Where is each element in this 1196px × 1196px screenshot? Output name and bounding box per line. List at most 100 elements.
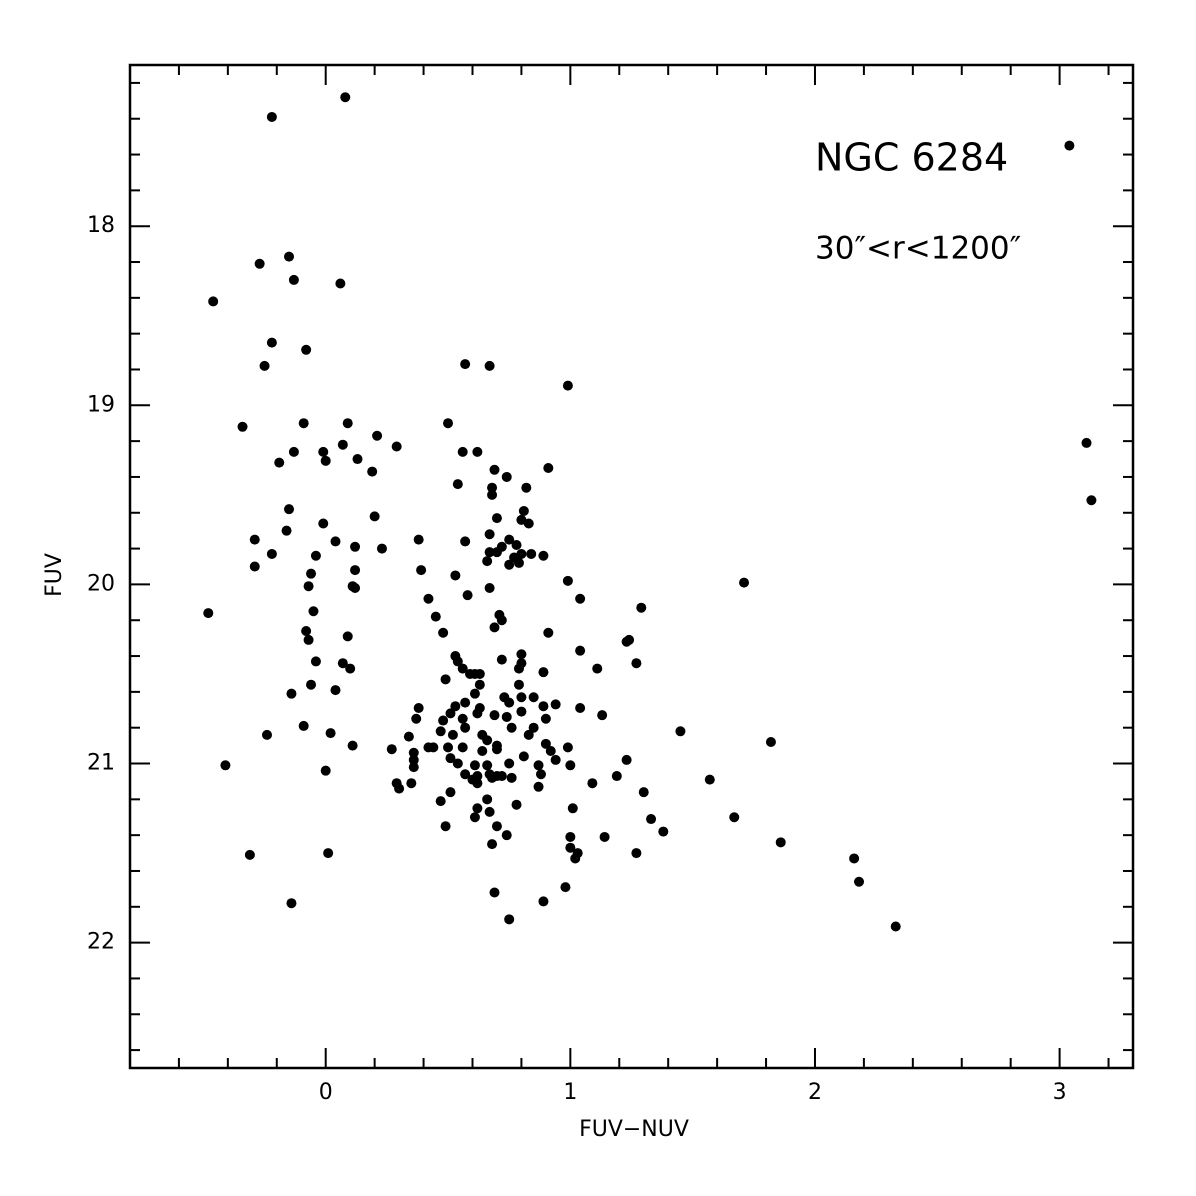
point [496, 654, 507, 665]
point [288, 446, 299, 457]
point [301, 625, 312, 636]
point [587, 778, 598, 789]
point [533, 760, 544, 771]
point [337, 439, 348, 450]
point [540, 738, 551, 749]
point [249, 534, 260, 545]
point [482, 760, 493, 771]
point [462, 590, 473, 601]
point [501, 471, 512, 482]
point [516, 692, 527, 703]
point [310, 550, 321, 561]
point [452, 479, 463, 490]
point [350, 565, 361, 576]
point [298, 418, 309, 429]
point [284, 251, 295, 262]
point [249, 561, 260, 572]
point [504, 697, 515, 708]
point [854, 876, 865, 887]
x-axis-label: FUV−NUV [579, 1117, 689, 1142]
point [430, 611, 441, 622]
point [621, 636, 632, 647]
point [445, 753, 456, 764]
point [550, 699, 561, 710]
point [513, 557, 524, 568]
point [320, 455, 331, 466]
y-axis-label: FUV [42, 553, 67, 597]
point [482, 794, 493, 805]
point [408, 754, 419, 765]
point [489, 464, 500, 475]
point [284, 504, 295, 515]
point [528, 692, 539, 703]
point [621, 754, 632, 765]
point [408, 747, 419, 758]
point [469, 760, 480, 771]
point [450, 701, 461, 712]
point [511, 540, 522, 551]
point [646, 814, 657, 825]
point [208, 296, 219, 307]
point [457, 446, 468, 457]
point [636, 602, 647, 613]
point [308, 606, 319, 617]
point [237, 421, 248, 432]
point [489, 710, 500, 721]
point [506, 722, 517, 733]
point [428, 742, 439, 753]
point [538, 701, 549, 712]
point [469, 688, 480, 699]
point [533, 781, 544, 792]
point [367, 466, 378, 477]
point [543, 462, 554, 473]
point [765, 737, 776, 748]
point [565, 831, 576, 842]
point [484, 582, 495, 593]
point [281, 525, 292, 536]
point [550, 754, 561, 765]
point [518, 505, 529, 516]
point [403, 731, 414, 742]
point [631, 658, 642, 669]
point [318, 518, 329, 529]
point [460, 697, 471, 708]
point [599, 831, 610, 842]
point [266, 337, 277, 348]
point [535, 769, 546, 780]
point [460, 536, 471, 547]
point [438, 627, 449, 638]
point [203, 608, 214, 619]
point [342, 631, 353, 642]
point [501, 711, 512, 722]
point [526, 548, 537, 559]
point [306, 568, 317, 579]
point [323, 848, 334, 859]
point [511, 799, 522, 810]
point [491, 821, 502, 832]
point [340, 92, 351, 103]
point [513, 663, 524, 674]
point [504, 534, 515, 545]
point [472, 446, 483, 457]
point [266, 548, 277, 559]
point [298, 720, 309, 731]
point [575, 645, 586, 656]
point [513, 679, 524, 690]
point [487, 772, 498, 783]
point [482, 735, 493, 746]
point [501, 830, 512, 841]
point [521, 482, 532, 493]
point [516, 548, 527, 559]
point [491, 513, 502, 524]
point [487, 482, 498, 493]
point [350, 541, 361, 552]
point [484, 547, 495, 558]
point [477, 745, 488, 756]
point [496, 771, 507, 782]
point [408, 762, 419, 773]
point [504, 559, 515, 570]
annotation: NGC 6284 [815, 136, 1008, 180]
point [504, 914, 515, 925]
point [562, 575, 573, 586]
